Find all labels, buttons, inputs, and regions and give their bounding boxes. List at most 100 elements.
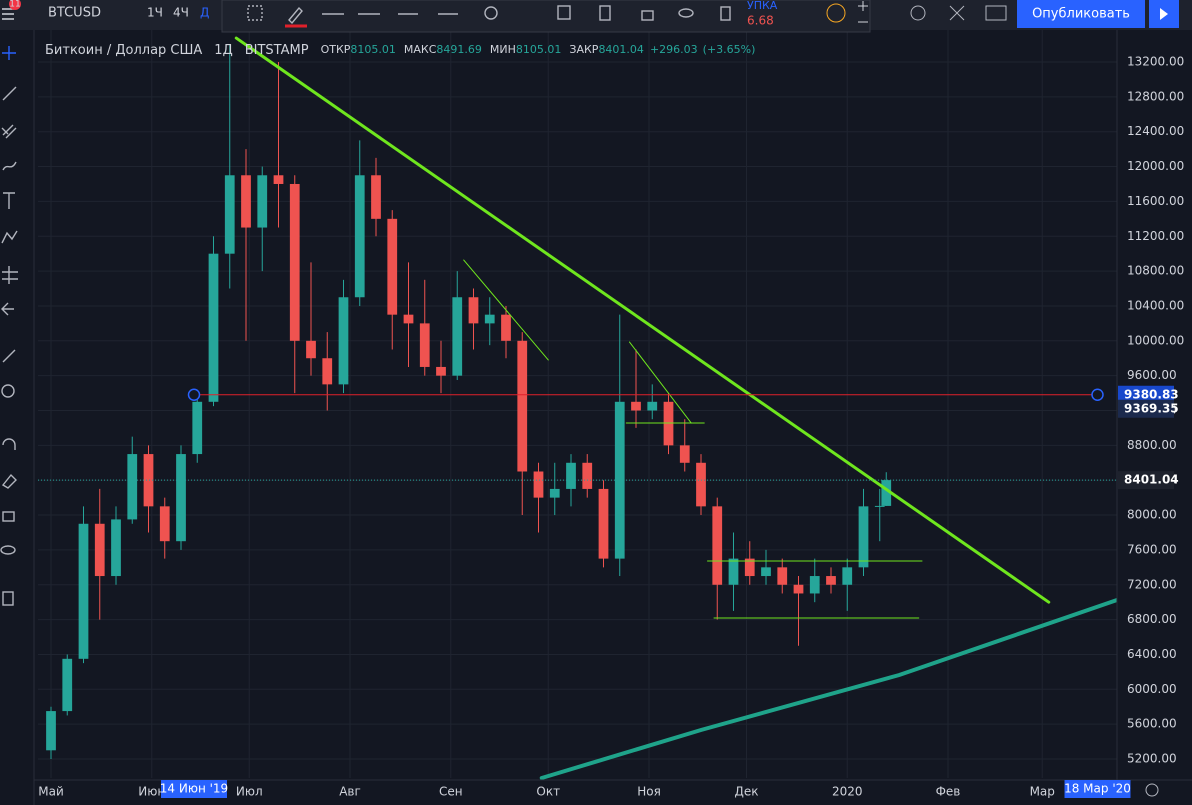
candle-body — [826, 576, 836, 585]
candle-body — [62, 658, 73, 712]
ruler-tool[interactable] — [2, 349, 16, 363]
publish-label[interactable]: Опубликовать — [1032, 7, 1130, 22]
candle-body — [501, 314, 511, 341]
drawing-toolbar-icons[interactable] — [247, 5, 731, 28]
interval[interactable]: 4Ч — [173, 6, 189, 20]
candle-body — [761, 567, 771, 577]
text-tool[interactable] — [3, 192, 15, 209]
symbol[interactable]: BTCUSD — [48, 6, 101, 21]
settings[interactable] — [910, 5, 926, 21]
candle-body — [858, 506, 869, 568]
play-icon[interactable] — [1160, 8, 1168, 20]
last-price-label-bg — [1118, 471, 1174, 490]
candle-body — [78, 523, 89, 659]
candle-body — [111, 519, 121, 577]
lock-button[interactable] — [641, 10, 654, 21]
candle-body — [777, 567, 788, 585]
candle-body — [484, 314, 495, 324]
snapshot[interactable] — [985, 5, 1007, 21]
candle-body — [306, 340, 316, 359]
hline-price-label: 9380.83 — [1124, 387, 1179, 401]
draw-lock[interactable] — [1, 473, 17, 489]
candle-body — [582, 462, 593, 489]
x-tick-label: Фев — [936, 785, 961, 799]
crosshair-date-label: 14 Июн '19 — [160, 782, 228, 796]
interval[interactable]: Д — [200, 6, 209, 20]
line-tool[interactable] — [2, 86, 17, 101]
trash-tool[interactable] — [2, 591, 14, 606]
x-tick-label: Ноя — [637, 785, 661, 799]
y-tick-label: 9600.00 — [1127, 368, 1177, 382]
clone-button[interactable] — [599, 5, 611, 21]
x-tick-label: Сен — [439, 785, 463, 799]
fib-tool[interactable] — [1, 124, 17, 139]
y-tick-label: 10000.00 — [1127, 333, 1184, 347]
crosshair-tool[interactable] — [2, 46, 16, 60]
y-tick-label: 7200.00 — [1127, 577, 1177, 591]
y-tick-label: 11200.00 — [1127, 229, 1184, 243]
hline-price-label-bg — [1118, 385, 1174, 404]
x-tick-label: Окт — [536, 785, 560, 799]
y-tick-label: 6800.00 — [1127, 612, 1177, 626]
badge-count: 11 — [9, 0, 20, 10]
y-tick-label: 6000.00 — [1127, 682, 1177, 696]
crosshair-date-bg — [1064, 780, 1131, 798]
interval[interactable]: 1Ч — [147, 6, 163, 20]
candle-body — [354, 175, 365, 298]
header-item: ЗАКР — [569, 43, 598, 56]
measure-tool[interactable] — [2, 266, 18, 284]
template-button[interactable] — [557, 5, 571, 20]
hide-button[interactable] — [678, 8, 694, 18]
y-tick-label: 12000.00 — [1127, 159, 1184, 173]
buy-label[interactable]: УПКА — [747, 0, 778, 12]
candle-body — [224, 175, 235, 254]
candle-body — [46, 711, 56, 751]
publish-button[interactable] — [1017, 0, 1145, 28]
candle-body — [874, 505, 885, 507]
y-tick-label: 13200.00 — [1127, 55, 1184, 69]
candle-body — [614, 401, 625, 559]
candle-body — [533, 471, 544, 498]
header-item: ОТКР — [321, 43, 351, 56]
lock-tool[interactable] — [2, 511, 15, 522]
header-item: 8105.01 — [516, 43, 562, 56]
zoom-buttons[interactable] — [858, 1, 868, 23]
crosshair-date-label: 18 Мар '20 — [1064, 782, 1131, 796]
candle-body — [728, 558, 739, 585]
toolbar-icons[interactable] — [0, 46, 18, 606]
candle-body — [176, 454, 186, 542]
candle-body — [273, 175, 284, 184]
visibility-tool[interactable] — [0, 545, 16, 555]
candle-body — [127, 454, 138, 520]
x-tick-label: Июн — [138, 785, 165, 799]
header-item: Биткоин / Доллар США — [45, 43, 202, 58]
y-tick-label: 11600.00 — [1127, 194, 1184, 208]
arrow-tool[interactable] — [1, 302, 14, 316]
brush-tool[interactable] — [2, 161, 17, 171]
pen-color[interactable] — [288, 6, 303, 25]
buy-price[interactable]: 6.68 — [747, 14, 774, 28]
candle-body — [566, 462, 576, 489]
left-toolbar — [0, 0, 34, 805]
axis-settings[interactable] — [1145, 783, 1159, 797]
candle-body — [371, 175, 381, 219]
candle-body — [744, 558, 755, 577]
header-item: (+3.65%) — [703, 43, 756, 56]
pattern-tool[interactable] — [1, 230, 18, 244]
fullscreen[interactable] — [949, 5, 965, 21]
settings-button[interactable] — [484, 6, 498, 20]
header-item: 1Д — [214, 43, 232, 58]
x-tick-label: Авг — [339, 785, 361, 799]
candle-body — [452, 297, 463, 376]
zoom-tool[interactable] — [1, 384, 15, 398]
delete-button[interactable] — [720, 6, 731, 21]
candle-body — [549, 488, 560, 498]
drawing-toolbar — [221, 0, 871, 33]
select-tool[interactable] — [247, 5, 263, 21]
magnet-tool[interactable] — [2, 438, 16, 450]
candle-body — [419, 323, 430, 367]
info-button[interactable] — [826, 3, 846, 23]
